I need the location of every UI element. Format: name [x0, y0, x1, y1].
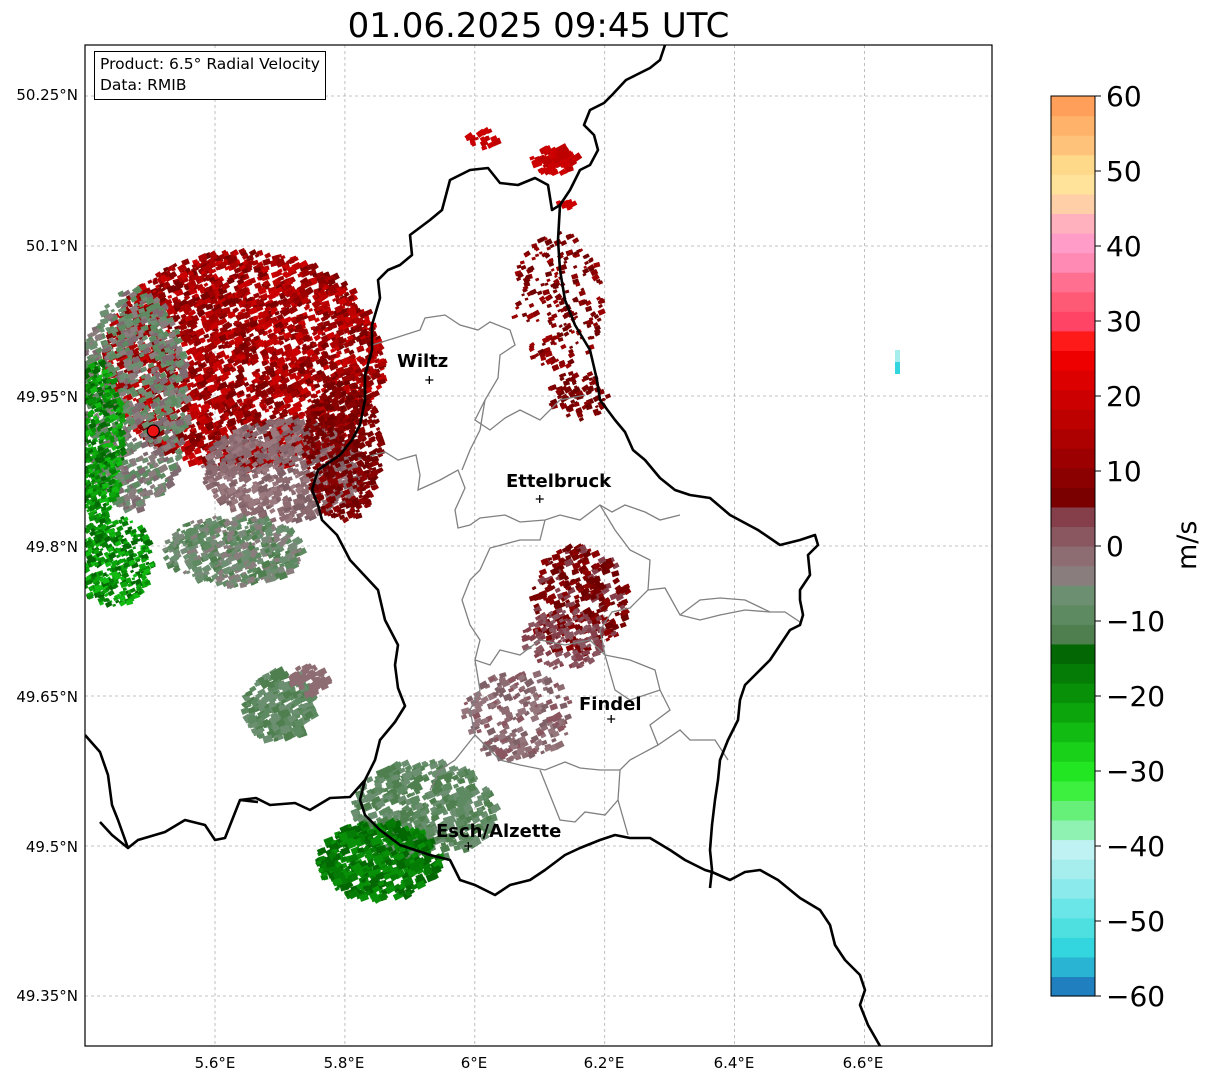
echo-pixel [79, 444, 84, 449]
echo-pixel [73, 439, 78, 444]
echo-pixel [71, 423, 79, 431]
echo-pixel [76, 452, 83, 458]
echo-pixel [220, 430, 229, 438]
echo-pixel [78, 408, 84, 413]
echo-pixel [77, 465, 81, 469]
echo-pixel [74, 439, 82, 447]
echo-pixel [72, 441, 77, 445]
echo-pixel [277, 334, 285, 342]
echo-pixel [80, 435, 84, 439]
echo-pixel [73, 437, 77, 441]
echo-pixel [233, 267, 242, 274]
echo-pixel [73, 445, 80, 451]
echo-pixel [78, 425, 85, 431]
echo-pixel [78, 424, 85, 430]
echo-pixel [85, 386, 86, 393]
echo-pixel [79, 427, 85, 432]
echo-pixel [85, 386, 86, 395]
echo-pixel [75, 475, 81, 481]
echo-pixel [244, 262, 250, 268]
echo-pixel [85, 372, 86, 381]
echo-pixel [77, 415, 85, 423]
echo-pixel [77, 489, 83, 495]
echo-pixel [71, 455, 75, 459]
echo-pixel [71, 454, 77, 460]
echo-pixel [167, 294, 173, 299]
echo-pixel [299, 277, 310, 287]
echo-pixel [313, 334, 322, 342]
echo-pixel [77, 430, 83, 435]
echo-pixel [72, 419, 77, 424]
echo-pixel [309, 368, 316, 374]
echo-pixel [207, 411, 213, 416]
echo-pixel [77, 421, 83, 426]
echo-pixel [73, 448, 80, 454]
echo-pixel [79, 435, 84, 439]
echo-pixel [76, 426, 84, 434]
echo-pixel [257, 373, 268, 383]
echo-pixel [78, 443, 83, 447]
echo-pixel [78, 480, 85, 486]
echo-pixel [78, 496, 85, 502]
echo-pixel [76, 473, 82, 478]
echo-pixel [171, 296, 179, 303]
echo-pixel [73, 406, 78, 410]
echo-pixel [76, 467, 82, 472]
echo-pixel [307, 314, 317, 322]
echo-pixel [228, 425, 238, 434]
echo-pixel [85, 386, 86, 394]
echo-pixel [221, 249, 227, 255]
echo-pixel [262, 330, 269, 337]
echo-pixel [74, 423, 78, 427]
echo-pixel [250, 403, 256, 409]
echo-pixel [71, 419, 79, 426]
echo-pixel [75, 425, 83, 432]
echo-pixel [332, 297, 337, 303]
echo-pixel [78, 486, 84, 491]
echo-pixel [74, 460, 82, 468]
echo-pixel [75, 446, 80, 451]
echo-pixel [147, 279, 153, 285]
echo-pixel [235, 377, 245, 386]
echo-pixel [80, 444, 85, 448]
echo-pixel [79, 375, 84, 379]
echo-pixel [157, 365, 167, 374]
echo-pixel [78, 381, 83, 385]
echo-pixel [78, 428, 85, 435]
echo-pixel [72, 444, 76, 447]
echo-pixel [171, 262, 178, 269]
echo-pixel [73, 409, 79, 415]
echo-pixel [77, 482, 84, 488]
echo-pixel [73, 474, 79, 479]
echo-pixel [336, 350, 342, 356]
echo-pixel [181, 454, 189, 462]
echo-pixel [77, 411, 81, 415]
echo-pixel [76, 473, 82, 479]
echo-pixel [76, 417, 84, 424]
echo-pixel [77, 483, 83, 488]
echo-pixel [77, 408, 84, 414]
echo-pixel [73, 446, 81, 454]
echo-pixel [79, 394, 85, 399]
echo-pixel [73, 473, 79, 478]
echo-pixel [180, 404, 190, 414]
echo-pixel [74, 477, 82, 484]
echo-pixel [77, 438, 82, 442]
echo-pixel [80, 371, 85, 375]
echo-pixel [77, 451, 82, 456]
echo-pixel [268, 404, 274, 410]
echo-pixel [74, 437, 82, 445]
echo-pixel [173, 314, 181, 322]
echo-pixel [75, 446, 80, 450]
echo-pixel [76, 413, 83, 419]
echo-pixel [78, 427, 84, 433]
echo-pixel [80, 461, 84, 465]
echo-pixel [76, 409, 84, 416]
